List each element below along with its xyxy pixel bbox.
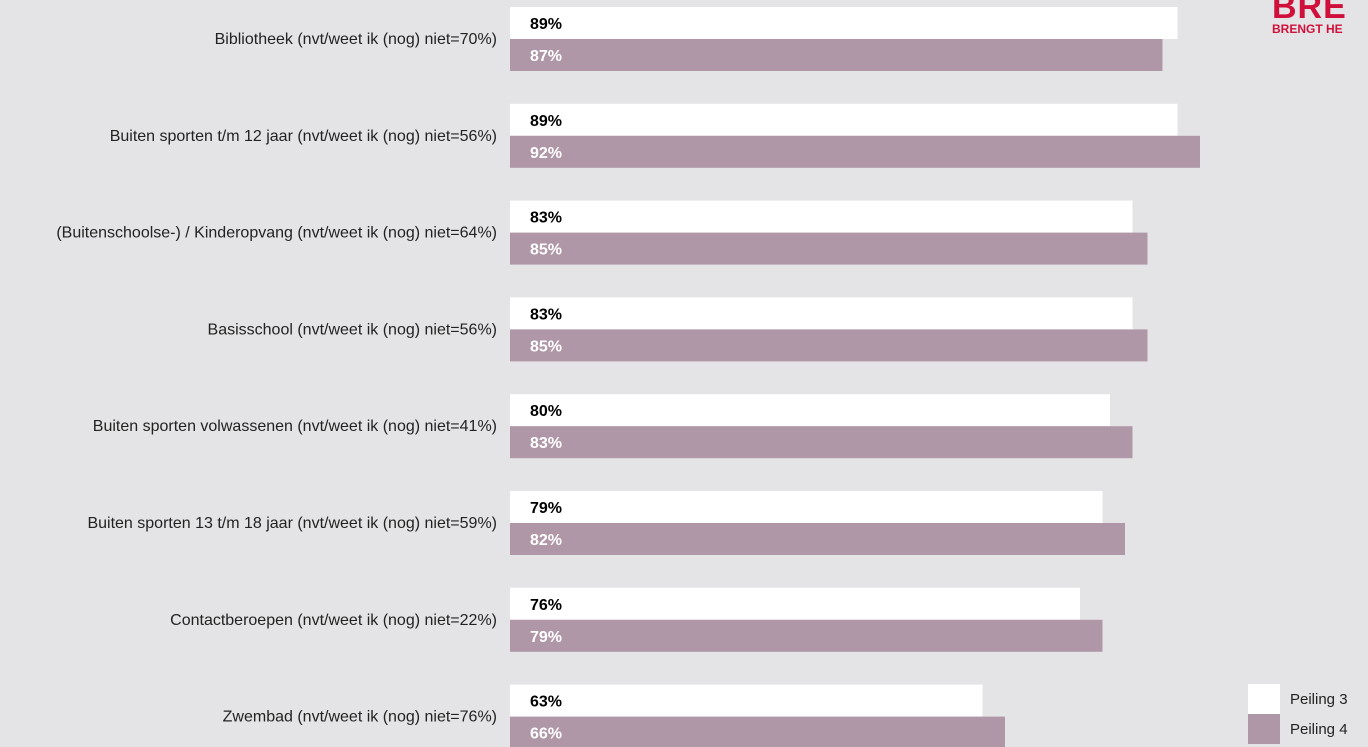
value-label: 89% [530,113,562,130]
category-label: Buiten sporten t/m 12 jaar (nvt/weet ik … [110,128,497,145]
bar-peiling-4 [510,135,1200,168]
value-label: 80% [530,403,562,420]
brand-logo: BRE BRENGT HE [1272,0,1368,40]
bar-group: Buiten sporten volwassenen (nvt/weet ik … [93,394,1133,459]
value-label: 79% [530,500,562,517]
bar-peiling-4 [510,523,1125,555]
bar-group: Zwembad (nvt/weet ik (nog) niet=76%) 63% 6… [223,684,1005,747]
value-label: 83% [530,210,562,227]
bar-group: Buiten sporten t/m 12 jaar (nvt/weet ik … [110,103,1200,168]
value-label: 85% [530,242,562,259]
bar-peiling-4 [510,716,1005,747]
chart-legend: Peiling 3 Peiling 4 [1248,684,1348,744]
bar-peiling-4 [510,426,1133,459]
value-label: 87% [530,48,562,65]
category-label: Buiten sporten 13 t/m 18 jaar (nvt/weet … [87,515,497,532]
legend-label-peiling-3: Peiling 3 [1290,690,1348,708]
bar-peiling-3 [510,7,1178,39]
bar-peiling-3 [510,103,1178,136]
value-label: 85% [530,338,562,355]
category-label: Buiten sporten volwassenen (nvt/weet ik … [93,418,497,435]
bar-peiling-3 [510,684,983,717]
value-label: 63% [530,694,562,711]
value-label: 76% [530,597,562,614]
value-label: 79% [530,629,562,646]
bar-group: Basisschool (nvt/weet ik (nog) niet=56%)… [208,297,1148,362]
bar-peiling-3 [510,200,1133,233]
bar-peiling-4 [510,329,1148,362]
category-label: (Buitenschoolse-) / Kinderopvang (nvt/we… [56,225,497,242]
value-label: 83% [530,306,562,323]
bar-peiling-4 [510,619,1103,652]
bar-group: (Buitenschoolse-) / Kinderopvang (nvt/we… [56,200,1148,265]
category-label: Basisschool (nvt/weet ik (nog) niet=56%) [208,321,497,338]
bar-peiling-4 [510,232,1148,265]
value-label: 92% [530,145,562,162]
logo-wordmark: BRE [1272,0,1347,26]
bar-group: Contactberoepen (nvt/weet ik (nog) niet=… [170,587,1103,652]
legend-item-peiling-4: Peiling 4 [1248,714,1348,744]
legend-label-peiling-4: Peiling 4 [1290,720,1348,738]
bar-group: Buiten sporten 13 t/m 18 jaar (nvt/weet … [87,491,1125,555]
legend-swatch-peiling-4 [1248,714,1280,744]
category-label: Contactberoepen (nvt/weet ik (nog) niet=… [170,612,497,629]
value-label: 89% [530,16,562,33]
category-label: Bibliotheek (nvt/weet ik (nog) niet=70%) [215,31,497,48]
legend-item-peiling-3: Peiling 3 [1248,684,1348,714]
bar-peiling-3 [510,394,1110,427]
category-label: Zwembad (nvt/weet ik (nog) niet=76%) [223,709,497,726]
bar-peiling-3 [510,491,1103,523]
value-label: 66% [530,726,562,743]
legend-swatch-peiling-3 [1248,684,1280,714]
value-label: 82% [530,532,562,549]
bar-peiling-3 [510,297,1133,330]
value-label: 83% [530,435,562,452]
bar-group: Bibliotheek (nvt/weet ik (nog) niet=70%)… [215,7,1178,71]
bar-peiling-4 [510,39,1163,71]
logo-tagline: BRENGT HE [1272,22,1343,36]
bar-peiling-3 [510,587,1080,620]
